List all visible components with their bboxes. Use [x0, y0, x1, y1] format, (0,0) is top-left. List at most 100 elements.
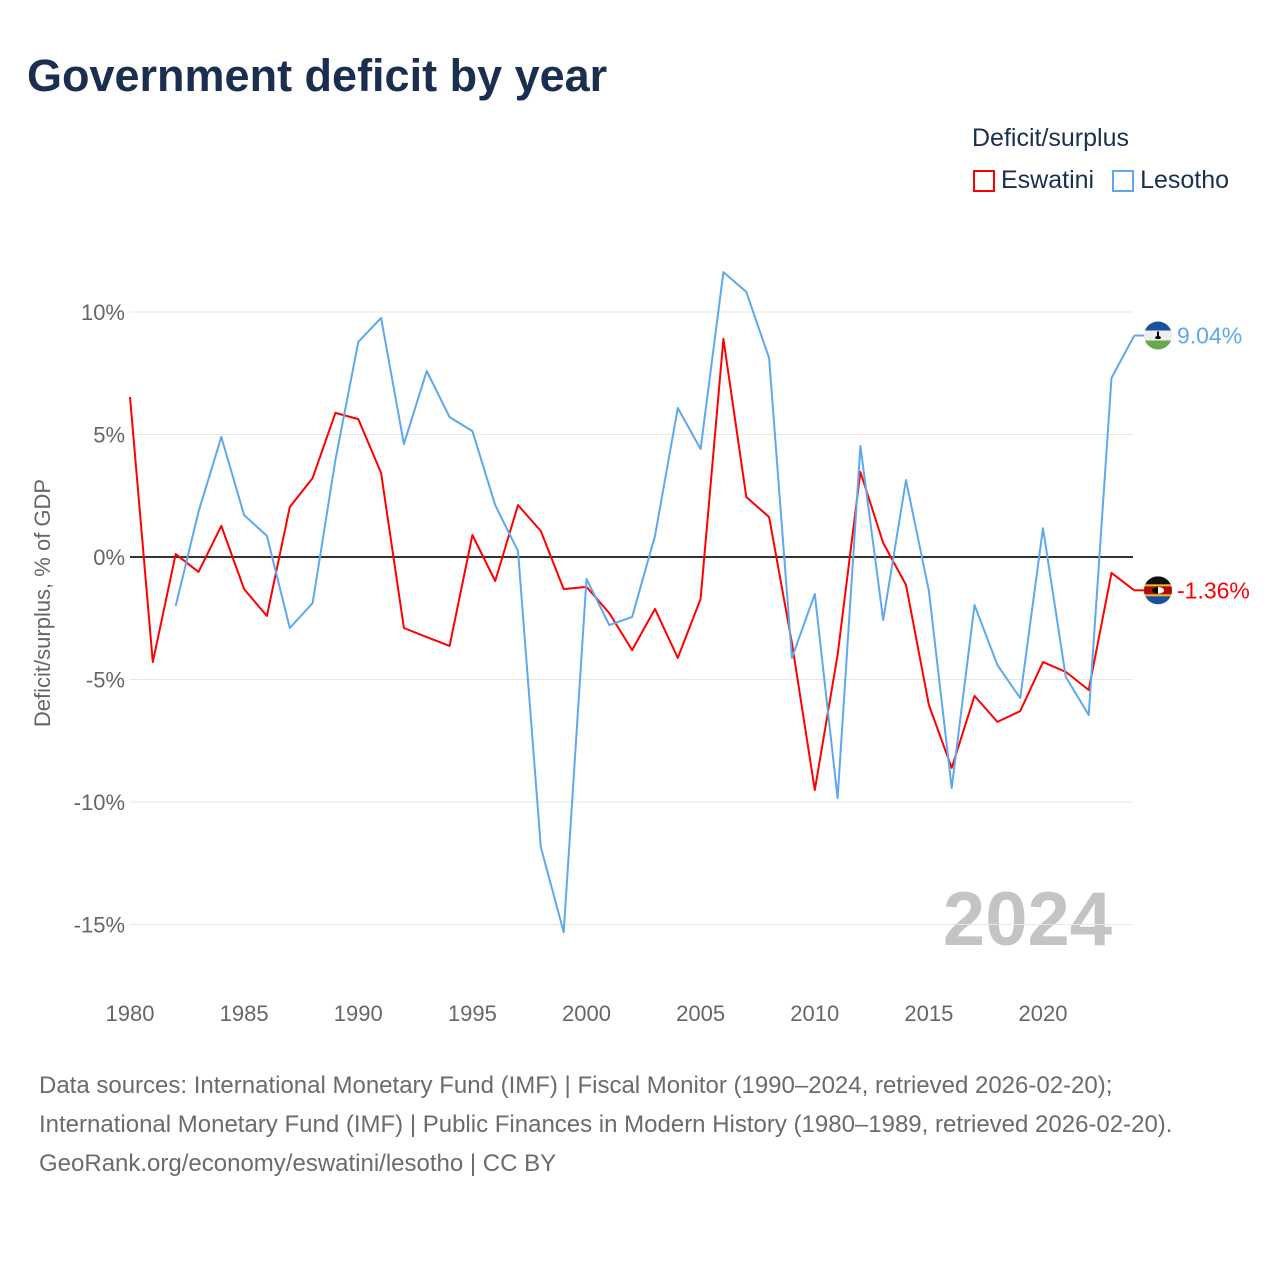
data-point-lesotho: [1040, 525, 1046, 531]
data-point-eswatini: [287, 504, 293, 510]
x-tick-label: 2000: [562, 1001, 611, 1026]
data-point-lesotho: [195, 509, 201, 515]
data-sources: Data sources: International Monetary Fun…: [39, 1072, 1173, 1138]
data-point-eswatini: [652, 606, 658, 612]
data-point-eswatini: [743, 494, 749, 500]
data-point-lesotho: [264, 533, 270, 539]
data-point-lesotho: [538, 844, 544, 850]
data-point-eswatini: [515, 502, 521, 508]
data-point-lesotho: [857, 443, 863, 449]
data-point-lesotho: [310, 600, 316, 606]
attribution-link[interactable]: GeoRank.org/economy/eswatini/lesotho | C…: [39, 1150, 557, 1177]
data-point-lesotho: [994, 662, 1000, 668]
data-point-eswatini: [424, 634, 430, 640]
y-tick-label: -15%: [74, 913, 125, 938]
legend: Eswatini Lesotho: [973, 166, 1229, 195]
data-point-eswatini: [310, 475, 316, 481]
source-note: Data sources: International Monetary Fun…: [39, 1066, 1239, 1183]
data-point-eswatini: [173, 551, 179, 557]
data-point-lesotho: [378, 315, 384, 321]
x-tick-label: 1980: [106, 1001, 155, 1026]
data-point-eswatini: [766, 514, 772, 520]
data-point-lesotho: [515, 548, 521, 554]
data-point-lesotho: [972, 602, 978, 608]
legend-swatch-eswatini: [973, 169, 995, 192]
data-point-lesotho: [561, 929, 567, 935]
data-point-eswatini: [903, 582, 909, 588]
x-tick-label: 2005: [676, 1001, 725, 1026]
data-point-eswatini: [629, 647, 635, 653]
x-tick-label: 2020: [1019, 1001, 1068, 1026]
data-point-eswatini: [264, 613, 270, 619]
legend-title: Deficit/surplus: [972, 124, 1129, 152]
legend-label: Lesotho: [1140, 166, 1230, 194]
data-point-lesotho: [287, 625, 293, 631]
data-point-lesotho: [675, 405, 681, 411]
data-point-lesotho: [401, 441, 407, 447]
data-point-lesotho: [606, 622, 612, 628]
data-point-eswatini: [994, 719, 1000, 725]
x-tick-label: 2010: [790, 1001, 839, 1026]
data-point-eswatini: [812, 787, 818, 793]
data-point-eswatini: [698, 596, 704, 602]
data-point-eswatini: [195, 569, 201, 575]
legend-label: Eswatini: [1001, 166, 1095, 194]
data-point-eswatini: [675, 655, 681, 661]
legend-item-eswatini[interactable]: Eswatini: [973, 166, 1094, 195]
eswatini-flag-icon: [1144, 576, 1172, 605]
data-point-eswatini: [538, 528, 544, 534]
data-point-eswatini: [218, 523, 224, 529]
data-point-lesotho: [447, 414, 453, 420]
data-point-eswatini: [926, 702, 932, 708]
data-point-lesotho: [1108, 375, 1114, 381]
data-point-lesotho: [424, 368, 430, 374]
data-point-lesotho: [584, 576, 590, 582]
data-point-lesotho: [766, 355, 772, 361]
data-point-lesotho: [355, 339, 361, 345]
data-point-eswatini: [1108, 570, 1114, 576]
y-axis-label: Deficit/surplus, % of GDP: [30, 479, 55, 727]
data-point-lesotho: [1086, 712, 1092, 718]
data-point-lesotho: [903, 477, 909, 483]
data-point-eswatini: [492, 578, 498, 584]
legend-swatch-lesotho: [1112, 169, 1135, 192]
data-point-eswatini: [561, 586, 567, 592]
y-tick-label: 10%: [81, 300, 125, 325]
data-point-eswatini: [127, 394, 133, 400]
data-point-eswatini: [378, 470, 384, 476]
data-point-lesotho: [720, 269, 726, 275]
data-point-lesotho: [332, 457, 338, 463]
data-point-eswatini: [835, 652, 841, 658]
y-tick-label: 0%: [93, 545, 125, 570]
end-value-label-eswatini: -1.36%: [1177, 577, 1250, 603]
data-point-eswatini: [150, 659, 156, 665]
data-point-eswatini: [355, 416, 361, 422]
data-point-lesotho: [880, 617, 886, 623]
data-point-eswatini: [720, 336, 726, 342]
data-point-lesotho: [629, 614, 635, 620]
data-point-lesotho: [1017, 695, 1023, 701]
data-point-lesotho: [949, 785, 955, 791]
x-tick-label: 2015: [904, 1001, 953, 1026]
data-point-eswatini: [401, 625, 407, 631]
data-point-lesotho: [241, 512, 247, 518]
data-point-lesotho: [218, 434, 224, 440]
lesotho-flag-icon: [1144, 321, 1172, 350]
y-tick-label: -5%: [86, 668, 125, 693]
data-point-eswatini: [1017, 708, 1023, 714]
data-point-eswatini: [332, 410, 338, 416]
data-point-eswatini: [1040, 659, 1046, 665]
y-tick-label: 5%: [93, 423, 125, 448]
x-tick-label: 1995: [448, 1001, 497, 1026]
legend-item-lesotho[interactable]: Lesotho: [1112, 166, 1229, 195]
data-point-lesotho: [698, 446, 704, 452]
x-tick-label: 1990: [334, 1001, 383, 1026]
end-value-label-lesotho: 9.04%: [1177, 323, 1242, 349]
data-point-lesotho: [926, 588, 932, 594]
data-point-lesotho: [469, 428, 475, 434]
data-point-eswatini: [447, 643, 453, 649]
chart-title: Government deficit by year: [27, 50, 608, 101]
data-point-eswatini: [606, 610, 612, 616]
data-point-eswatini: [469, 532, 475, 538]
